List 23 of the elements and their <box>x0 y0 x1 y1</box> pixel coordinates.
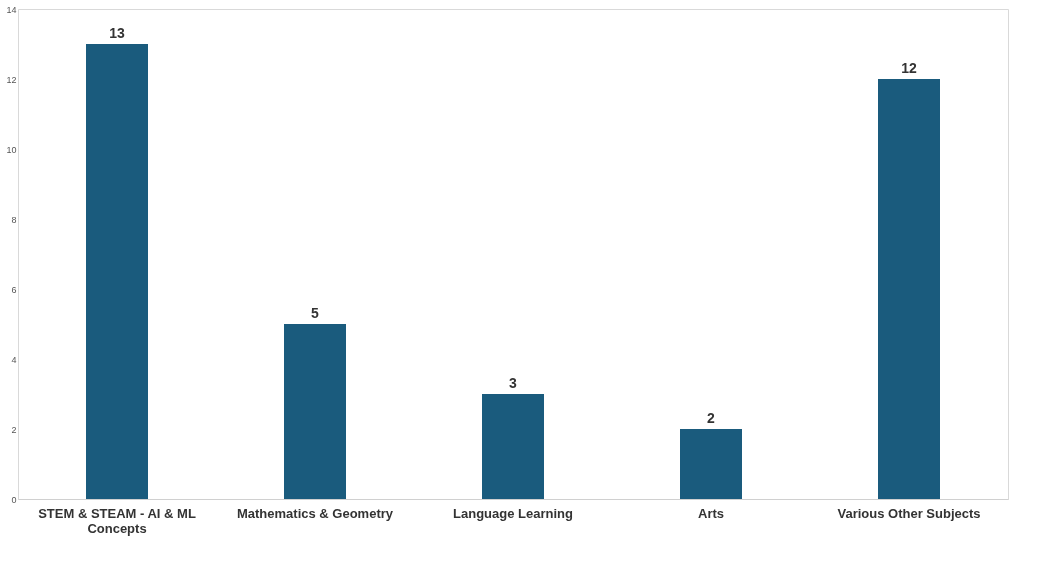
data-label: 2 <box>707 410 716 426</box>
x-tick-label: Arts <box>697 505 725 521</box>
y-tick-label: 12 <box>6 74 17 85</box>
y-tick-label: 6 <box>11 284 17 295</box>
bar <box>284 324 346 499</box>
data-label: 5 <box>311 305 320 321</box>
bar <box>86 44 148 499</box>
y-tick-label: 8 <box>11 214 17 225</box>
x-tick-label: Various Other Subjects <box>837 505 981 521</box>
bar <box>878 79 940 499</box>
y-tick-label: 2 <box>11 424 17 435</box>
x-tick-label: Language Learning <box>453 505 574 521</box>
y-tick-label: 10 <box>6 144 17 155</box>
x-tick-label: STEM & STEAM - AI & ML Concepts <box>38 505 196 536</box>
data-label: 3 <box>509 375 518 391</box>
data-label: 13 <box>109 25 125 41</box>
y-tick-label: 0 <box>11 494 17 505</box>
x-tick-label: Mathematics & Geometry <box>236 505 394 521</box>
bar <box>680 429 742 499</box>
y-tick-label: 4 <box>11 354 17 365</box>
data-label: 12 <box>901 60 917 76</box>
bar <box>482 394 544 499</box>
y-tick-label: 14 <box>6 4 17 15</box>
